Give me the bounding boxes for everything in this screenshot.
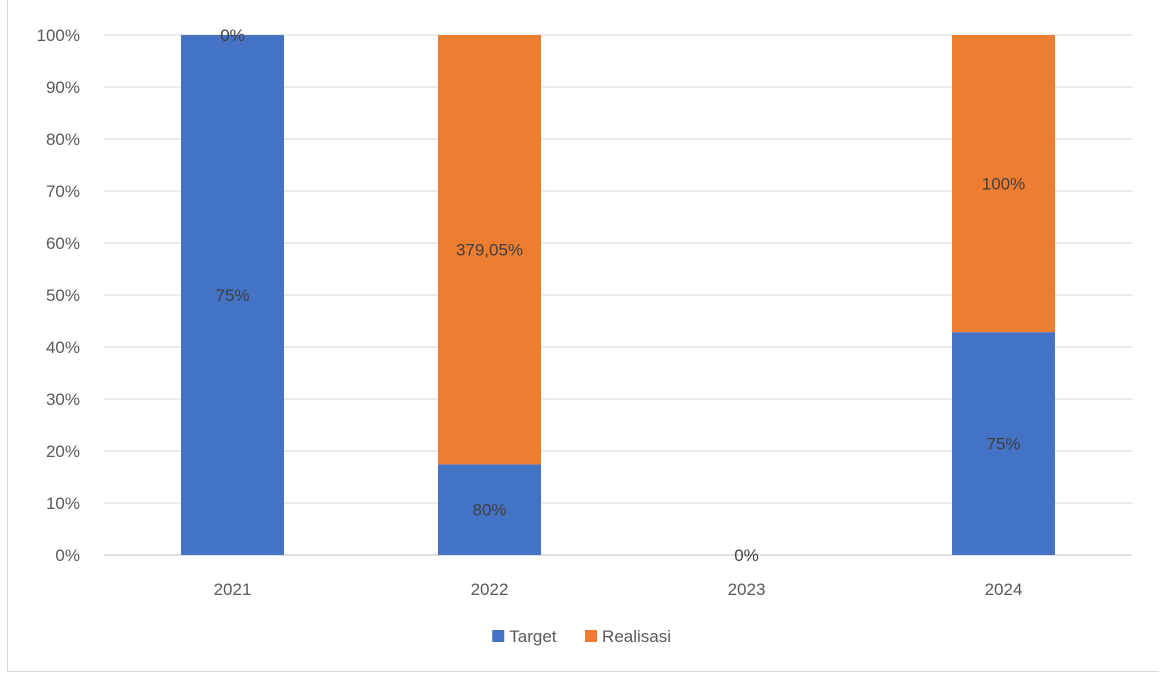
chart-frame: [7, 0, 1159, 672]
bar-target-2022: [438, 464, 541, 555]
data-label-realisasi-2024: 100%: [982, 175, 1025, 194]
data-label-target-2021: 75%: [215, 286, 249, 305]
data-label-target-2022: 80%: [472, 501, 506, 520]
bar-target-2024: [952, 332, 1055, 555]
legend-label-realisasi: Realisasi: [602, 627, 671, 646]
x-tick-label-2022: 2022: [471, 580, 509, 599]
y-tick-label: 20%: [46, 442, 80, 461]
y-tick-label: 10%: [46, 494, 80, 513]
legend: Target Realisasi: [492, 627, 671, 646]
y-axis-tick-labels: 0% 10% 20% 30% 40% 50% 60% 70% 80% 90% 100%: [37, 26, 80, 565]
y-tick-label: 0%: [55, 546, 80, 565]
data-label-target-2024: 75%: [986, 435, 1020, 454]
x-tick-label-2021: 2021: [214, 580, 252, 599]
y-tick-label: 60%: [46, 234, 80, 253]
bar-target-2021: [181, 35, 284, 555]
y-tick-label: 40%: [46, 338, 80, 357]
legend-swatch-target: [492, 630, 505, 642]
y-tick-label: 90%: [46, 78, 80, 97]
data-label-realisasi-2022: 379,05%: [456, 241, 523, 260]
x-axis-tick-labels: 2021 2022 2023 2024: [214, 580, 1023, 599]
x-tick-label-2024: 2024: [985, 580, 1023, 599]
y-tick-label: 70%: [46, 182, 80, 201]
bar-realisasi-2022: [438, 35, 541, 465]
y-tick-label: 80%: [46, 130, 80, 149]
bars: [181, 35, 1055, 555]
bar-realisasi-2024: [952, 35, 1055, 333]
data-label-target-2023: 0%: [734, 546, 759, 565]
data-labels: 75% 0% 80% 379,05% 0% 75% 100%: [215, 26, 1025, 565]
data-label-realisasi-2021: 0%: [220, 26, 245, 45]
legend-label-target: Target: [509, 627, 557, 646]
x-tick-label-2023: 2023: [728, 580, 766, 599]
y-tick-label: 100%: [37, 26, 80, 45]
y-tick-label: 30%: [46, 390, 80, 409]
legend-swatch-realisasi: [585, 630, 598, 642]
y-tick-label: 50%: [46, 286, 80, 305]
